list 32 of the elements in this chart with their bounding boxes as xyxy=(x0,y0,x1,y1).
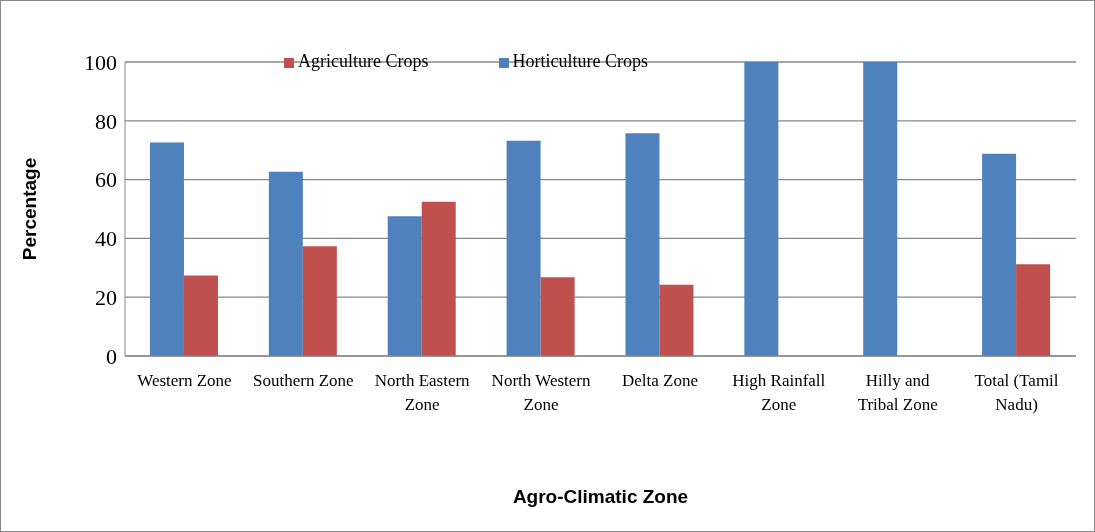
x-tick-label: Delta Zone xyxy=(621,371,698,390)
bar xyxy=(183,275,218,356)
y-tick-label: 0 xyxy=(106,343,117,369)
y-tick-label: 60 xyxy=(95,167,117,193)
y-axis-title: Percentage xyxy=(18,157,40,261)
bar xyxy=(421,201,456,356)
bar xyxy=(506,140,541,356)
bar xyxy=(1016,264,1051,356)
x-tick-label: North Western Zone xyxy=(491,371,591,414)
bar xyxy=(149,142,184,356)
y-tick-label: 80 xyxy=(95,108,117,134)
bar xyxy=(302,246,337,356)
x-tick-label: High Rainfall Zone xyxy=(732,371,826,414)
bar xyxy=(268,171,303,356)
bar xyxy=(540,277,575,356)
legend-label: Horticulture Crops xyxy=(512,51,648,71)
bar xyxy=(863,62,898,356)
x-tick-label: Western Zone xyxy=(137,371,232,390)
x-tick-label: Total (Tamil Nadu) xyxy=(974,371,1059,414)
x-tick-label: Southern Zone xyxy=(253,371,354,390)
y-tick-label: 20 xyxy=(95,285,117,311)
bar xyxy=(625,133,660,356)
bar xyxy=(659,284,694,356)
legend-label: Agriculture Crops xyxy=(298,51,429,71)
bar xyxy=(387,216,422,356)
bar xyxy=(982,153,1017,356)
x-axis-title: Agro-Climatic Zone xyxy=(512,486,689,507)
x-tick-label: Hilly and Tribal Zone xyxy=(857,371,938,414)
y-tick-label: 100 xyxy=(84,49,117,75)
y-tick-label: 40 xyxy=(95,226,117,252)
bar xyxy=(744,62,779,356)
x-tick-label: North Eastern Zone xyxy=(374,371,471,414)
